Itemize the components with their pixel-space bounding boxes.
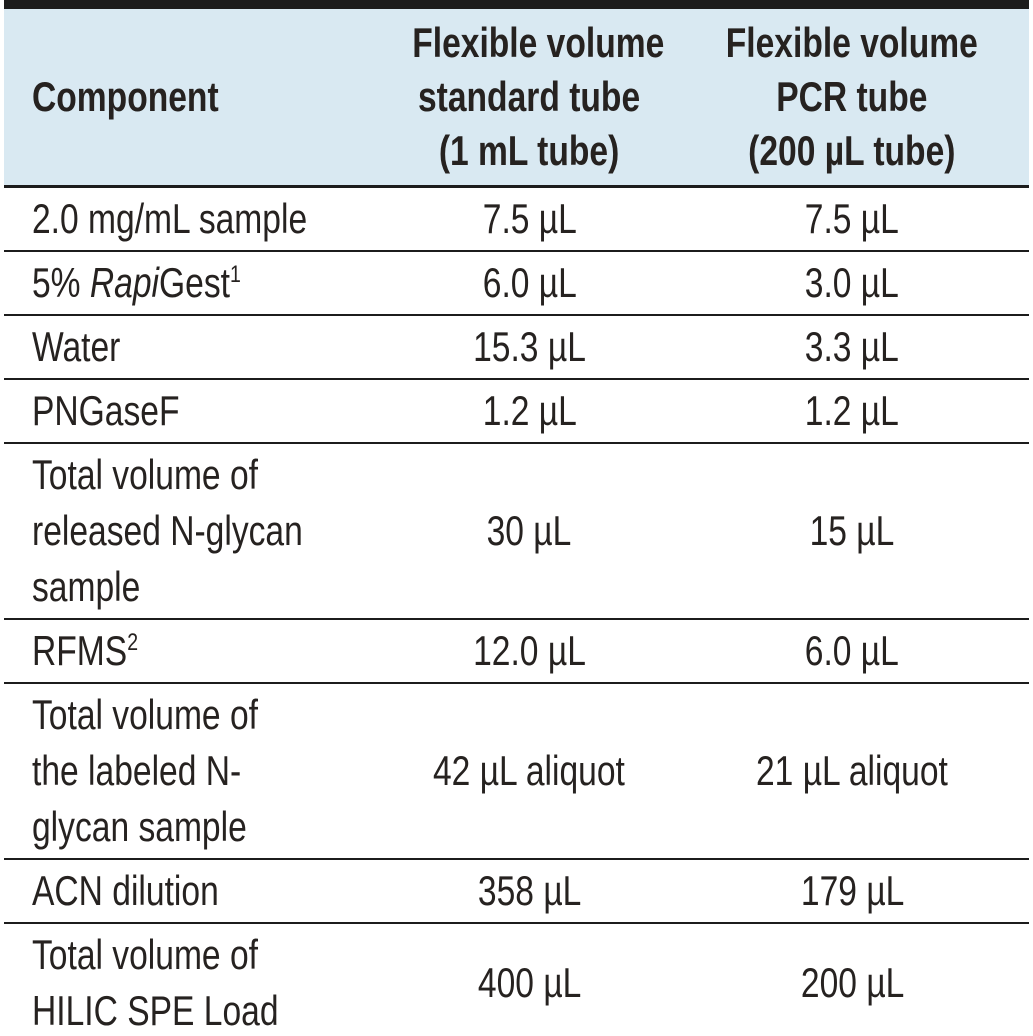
- header-pcr-tube-line1: Flexible volume: [726, 19, 979, 66]
- standard-volume-cell: 42 µL aliquot: [383, 682, 676, 859]
- component-label: ACN dilution: [32, 867, 219, 914]
- header-row: Component Flexible volume standard tube …: [4, 9, 1029, 188]
- component-cell: Total volume of released N-glycan sample: [4, 442, 384, 619]
- top-rule: [4, 0, 1029, 9]
- component-label: RFMS2: [32, 623, 138, 679]
- pcr-volume-cell: 1.2 µL: [675, 378, 1029, 443]
- header-pcr-tube: Flexible volume PCR tube (200 µL tube): [675, 9, 1029, 188]
- standard-volume-cell: 7.5 µL: [383, 187, 675, 252]
- standard-volume-cell: 12.0 µL: [383, 618, 676, 683]
- header-standard-tube-line3: (1 mL tube): [439, 127, 620, 174]
- standard-volume-cell: 1.2 µL: [383, 378, 676, 443]
- table-row-hilic-load: Total volume of HILIC SPE Load 400 µL 20…: [4, 922, 1029, 1036]
- component-label: Total volume of released N-glycan sample: [32, 451, 303, 610]
- header-standard-tube-line2: standard tube: [418, 73, 641, 120]
- header-standard-tube-line1: Flexible volume: [412, 19, 665, 66]
- pcr-volume-value: 3.0 µL: [805, 259, 900, 306]
- pcr-volume-cell: 15 µL: [675, 442, 1029, 619]
- table-row-acn-dilution: ACN dilution 358 µL 179 µL: [4, 858, 1029, 923]
- standard-volume-value: 12.0 µL: [472, 627, 586, 674]
- table-row-rapigest: 5% RapiGest1 6.0 µL 3.0 µL: [4, 250, 1029, 315]
- pcr-volume-cell: 6.0 µL: [675, 618, 1029, 683]
- component-label: Total volume of HILIC SPE Load: [32, 931, 279, 1034]
- standard-volume-cell: 400 µL: [383, 922, 676, 1036]
- component-text: RFMS: [32, 627, 128, 674]
- pcr-volume-cell: 200 µL: [675, 922, 1029, 1036]
- component-cell: Total volume of the labeled N-glycan sam…: [4, 682, 384, 859]
- table-row-water: Water 15.3 µL 3.3 µL: [4, 314, 1029, 379]
- component-label: 5% RapiGest1: [32, 255, 241, 311]
- pcr-volume-cell: 3.0 µL: [675, 250, 1029, 315]
- standard-volume-cell: 30 µL: [383, 442, 676, 619]
- pcr-volume-value: 21 µL aliquot: [756, 747, 949, 794]
- component-cell: PNGaseF: [4, 378, 384, 443]
- component-label: Water: [32, 323, 121, 370]
- volume-table: Component Flexible volume standard tube …: [4, 9, 1029, 1036]
- standard-volume-cell: 358 µL: [383, 858, 676, 923]
- pcr-volume-cell: 3.3 µL: [675, 314, 1029, 379]
- component-label: PNGaseF: [32, 387, 180, 434]
- pcr-volume-value: 7.5 µL: [805, 195, 900, 242]
- pcr-volume-value: 6.0 µL: [805, 627, 900, 674]
- pcr-volume-value: 179 µL: [800, 867, 904, 914]
- table-row-pngasef: PNGaseF 1.2 µL 1.2 µL: [4, 378, 1029, 443]
- standard-volume-cell: 15.3 µL: [383, 314, 676, 379]
- standard-volume-value: 358 µL: [477, 867, 582, 914]
- table-row-released-total: Total volume of released N-glycan sample…: [4, 442, 1029, 619]
- standard-volume-value: 6.0 µL: [482, 259, 577, 306]
- pcr-volume-cell: 21 µL aliquot: [675, 682, 1029, 859]
- pcr-volume-cell: 7.5 µL: [675, 187, 1029, 252]
- component-cell: ACN dilution: [4, 858, 384, 923]
- component-suffix: Gest: [159, 259, 230, 306]
- header-component-label: Component: [32, 73, 219, 120]
- standard-volume-value: 30 µL: [486, 507, 572, 554]
- pcr-volume-cell: 179 µL: [675, 858, 1029, 923]
- pcr-volume-value: 1.2 µL: [805, 387, 900, 434]
- footnote-marker: 2: [127, 629, 139, 656]
- standard-volume-value: 15.3 µL: [472, 323, 586, 370]
- table-row-rfms: RFMS2 12.0 µL 6.0 µL: [4, 618, 1029, 683]
- standard-volume-cell: 6.0 µL: [383, 250, 676, 315]
- footnote-marker: 1: [229, 261, 241, 288]
- standard-volume-value: 42 µL aliquot: [433, 747, 626, 794]
- component-label: Total volume of the labeled N-glycan sam…: [32, 691, 258, 850]
- component-cell: RFMS2: [4, 618, 384, 683]
- component-cell: Water: [4, 314, 384, 379]
- header-pcr-tube-line2: PCR tube: [776, 73, 928, 120]
- component-cell: Total volume of HILIC SPE Load: [4, 922, 384, 1036]
- component-italic: Rapi: [89, 259, 160, 306]
- standard-volume-value: 7.5 µL: [482, 195, 577, 242]
- component-label: 2.0 mg/mL sample: [32, 195, 308, 242]
- table-row-labeled-total: Total volume of the labeled N-glycan sam…: [4, 682, 1029, 859]
- component-cell: 2.0 mg/mL sample: [4, 187, 383, 252]
- pcr-volume-value: 3.3 µL: [805, 323, 900, 370]
- component-prefix: 5%: [32, 259, 90, 306]
- pcr-volume-value: 200 µL: [800, 959, 904, 1006]
- pcr-volume-value: 15 µL: [809, 507, 895, 554]
- table-row-sample: 2.0 mg/mL sample 7.5 µL 7.5 µL: [4, 187, 1029, 252]
- standard-volume-value: 1.2 µL: [482, 387, 577, 434]
- header-pcr-tube-line3: (200 µL tube): [748, 127, 956, 174]
- component-cell: 5% RapiGest1: [4, 250, 384, 315]
- standard-volume-value: 400 µL: [477, 959, 582, 1006]
- header-standard-tube: Flexible volume standard tube (1 mL tube…: [383, 9, 676, 188]
- header-component: Component: [4, 9, 384, 188]
